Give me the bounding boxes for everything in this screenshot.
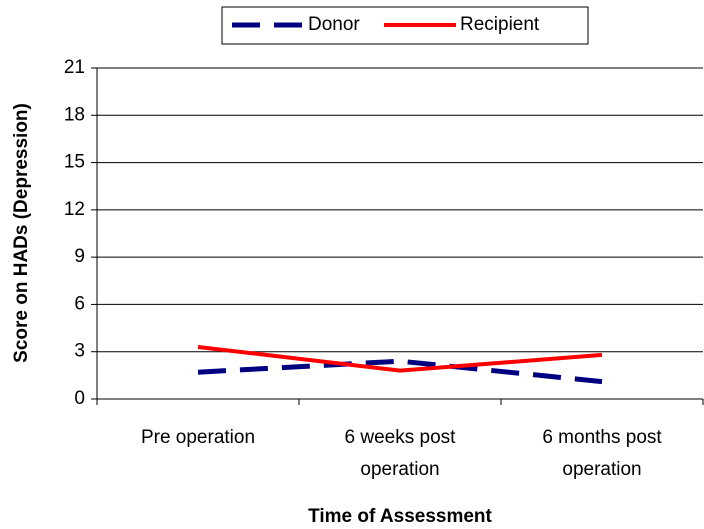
series-line <box>197 358 603 385</box>
y-tick-label: 21 <box>64 57 85 78</box>
x-tick-label: 6 weeks post operation <box>345 427 457 480</box>
series-line <box>197 344 603 373</box>
y-tick-label: 0 <box>74 388 85 409</box>
y-tick-label: 6 <box>74 293 85 314</box>
y-tick-label: 12 <box>64 199 85 220</box>
y-tick-label: 18 <box>64 104 85 125</box>
x-tick-label: 6 months post operation <box>542 427 662 480</box>
y-tick-label: 15 <box>64 152 85 173</box>
x-tick-label: Pre operation <box>141 427 255 448</box>
y-tick-label: 3 <box>74 341 85 362</box>
legend-label: Recipient <box>460 14 540 35</box>
legend-label: Donor <box>308 14 360 35</box>
x-axis-label: Time of Assessment <box>308 506 492 527</box>
y-axis-label: Score on HADs (Depression) <box>11 103 32 363</box>
y-tick-label: 9 <box>74 246 85 267</box>
